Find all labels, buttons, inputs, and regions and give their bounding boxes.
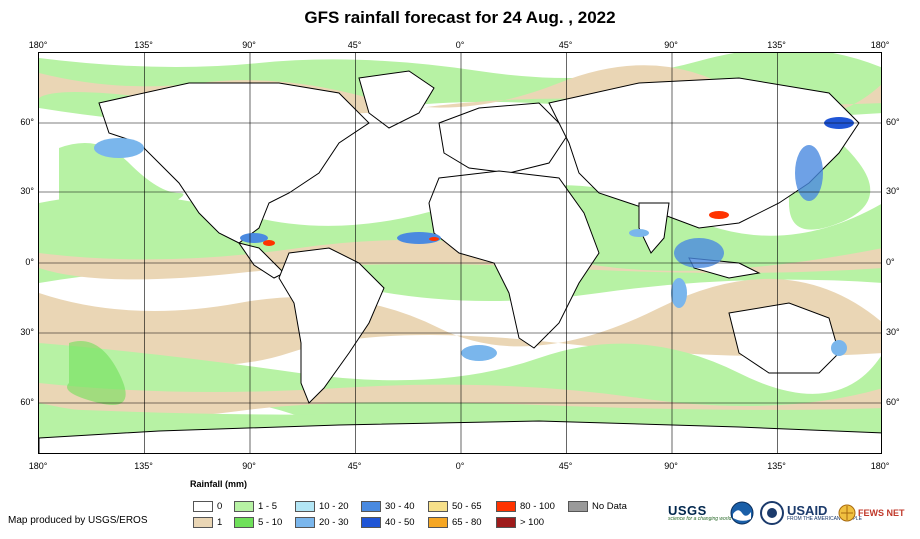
lon-tick-top: 135°: [767, 40, 786, 50]
lon-tick-bottom: 90°: [664, 461, 678, 471]
legend-swatch: [295, 501, 315, 512]
lat-tick-left: 60°: [20, 397, 34, 407]
greenland: [358, 70, 435, 129]
lon-tick-top: 45°: [558, 40, 573, 50]
legend-swatch: [193, 517, 213, 528]
legend-item: 30 - 40: [361, 500, 415, 513]
lon-tick-top: 135°: [134, 40, 153, 50]
legend-item: 65 - 80: [428, 516, 482, 529]
legend-item: 20 - 30: [295, 516, 349, 529]
legend-label: > 100: [520, 517, 545, 528]
lat-tick-left: 0°: [25, 257, 34, 267]
europe: [438, 102, 570, 174]
lon-tick-top: 45°: [347, 40, 362, 50]
usgs-logo-text: USGS: [668, 503, 707, 518]
legend-swatch: [496, 501, 516, 512]
legend-item: 1: [193, 516, 222, 529]
legend-item: 10 - 20: [295, 500, 349, 513]
rainfall-map-canvas: [39, 53, 881, 453]
legend-swatch: [295, 517, 315, 528]
legend-label: 40 - 50: [385, 517, 415, 528]
legend-label: 65 - 80: [452, 517, 482, 528]
legend-label: 30 - 40: [385, 501, 415, 512]
usgs-logo-tagline: science for a changing world: [668, 516, 732, 522]
gridlines: [39, 53, 881, 453]
africa: [428, 170, 600, 349]
lat-tick-right: 0°: [886, 257, 895, 267]
legend-label: 20 - 30: [319, 517, 349, 528]
legend-item: 5 - 10: [234, 516, 282, 529]
legend-item: No Data: [568, 500, 627, 513]
legend-label: 5 - 10: [258, 517, 283, 528]
lon-tick-top: 90°: [664, 40, 678, 50]
lon-tick-bottom: 90°: [242, 461, 256, 471]
lat-tick-right: 30°: [886, 186, 900, 196]
map-title: GFS rainfall forecast for 24 Aug. , 2022: [304, 8, 616, 27]
lon-tick-top: 180°: [870, 40, 890, 50]
legend-swatch: [234, 517, 254, 528]
australia: [728, 302, 840, 374]
legend-item: 80 - 100: [496, 500, 555, 513]
legend-label: No Data: [592, 501, 627, 512]
lon-tick-bottom: 180°: [28, 461, 48, 471]
fews-net-globe-icon: [838, 504, 856, 522]
legend-swatch: [234, 501, 254, 512]
legend-label: 1: [217, 517, 223, 528]
lon-tick-bottom: 0°: [455, 461, 465, 471]
lon-tick-top: 90°: [242, 40, 256, 50]
asia: [548, 77, 860, 229]
usaid-logo-tagline: FROM THE AMERICAN PEOPLE: [787, 516, 862, 522]
noaa-logo-icon: [730, 501, 754, 525]
lat-tick-right: 60°: [886, 117, 900, 127]
lat-tick-left: 30°: [20, 186, 34, 196]
usaid-logo[interactable]: USAID FROM THE AMERICAN PEOPLE: [760, 498, 862, 528]
usaid-logo-text: USAID: [787, 503, 828, 518]
lon-tick-bottom: 135°: [767, 461, 786, 471]
legend-item: 40 - 50: [361, 516, 415, 529]
lon-tick-top: 180°: [28, 40, 48, 50]
usaid-seal-icon: [760, 501, 784, 525]
legend-label: 0: [217, 501, 223, 512]
india: [638, 202, 670, 254]
legend-swatch: [568, 501, 588, 512]
legend-swatch: [361, 517, 381, 528]
rain-hotspots: [94, 117, 854, 361]
legend-label: 10 - 20: [319, 501, 349, 512]
fews-net-logo[interactable]: FEWS NET: [838, 498, 905, 528]
legend-item: 1 - 5: [234, 500, 277, 513]
legend-label: 80 - 100: [520, 501, 555, 512]
rainfall-map[interactable]: [38, 52, 882, 454]
lon-tick-top: 0°: [455, 40, 465, 50]
lat-tick-left: 30°: [20, 327, 34, 337]
legend-label: 50 - 65: [452, 501, 482, 512]
lon-tick-bottom: 45°: [347, 461, 362, 471]
legend-swatch: [496, 517, 516, 528]
legend-swatch: [428, 517, 448, 528]
legend-swatch: [428, 501, 448, 512]
lat-tick-right: 60°: [886, 397, 900, 407]
map-credit: Map produced by USGS/EROS: [8, 515, 148, 526]
legend-item: 50 - 65: [428, 500, 482, 513]
continents: [39, 70, 881, 453]
lat-tick-right: 30°: [886, 327, 900, 337]
lon-tick-bottom: 135°: [134, 461, 153, 471]
lon-tick-bottom: 45°: [558, 461, 573, 471]
legend-title: Rainfall (mm): [190, 479, 248, 489]
lon-tick-bottom: 180°: [870, 461, 890, 471]
legend-item: 0: [193, 500, 222, 513]
legend-swatch: [361, 501, 381, 512]
noaa-logo[interactable]: [730, 498, 754, 528]
lat-tick-left: 60°: [20, 117, 34, 127]
legend-item: > 100: [496, 516, 544, 529]
usgs-logo[interactable]: USGS science for a changing world: [668, 498, 731, 528]
legend-swatch: [193, 501, 213, 512]
fews-net-logo-text: FEWS NET: [858, 508, 905, 518]
legend-label: 1 - 5: [258, 501, 278, 512]
antarctica: [39, 420, 881, 453]
